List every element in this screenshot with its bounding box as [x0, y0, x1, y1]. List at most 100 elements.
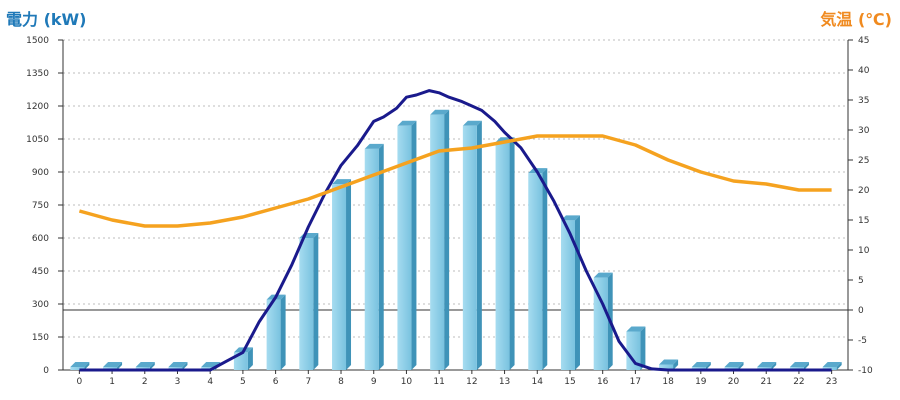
bar-front [560, 220, 575, 370]
bar-top [789, 362, 809, 367]
x-tick-label: 19 [695, 377, 707, 387]
bar-side [836, 362, 842, 370]
x-tick-label: 21 [761, 377, 772, 387]
bar-top [659, 359, 679, 365]
x-tick-label: 0 [76, 377, 82, 387]
bar-side [738, 362, 744, 370]
bar-side [378, 143, 384, 370]
bar [626, 326, 646, 370]
bar-top [626, 326, 646, 332]
right-tick-label: 40 [858, 66, 870, 76]
right-tick-label: 35 [858, 96, 869, 106]
right-tick-label: 5 [858, 276, 864, 286]
x-tick-label: 15 [564, 377, 575, 387]
x-tick-label: 2 [142, 377, 148, 387]
right-tick-label: 25 [858, 156, 869, 166]
bar [560, 215, 580, 370]
x-tick-label: 6 [273, 377, 279, 387]
x-tick-label: 8 [338, 377, 344, 387]
bar-side [476, 120, 482, 370]
bar [430, 109, 450, 371]
bar-side [313, 233, 319, 370]
x-tick-label: 17 [630, 377, 641, 387]
bar-front [364, 148, 379, 370]
bar [332, 179, 352, 370]
right-tick-label: 0 [858, 306, 864, 316]
bar-top [560, 215, 580, 221]
right-tick-label: -10 [858, 366, 873, 376]
bar [397, 120, 417, 370]
bar-top [724, 362, 744, 367]
right-tick-label: -5 [858, 336, 867, 346]
tick-labels: 01503004506007509001050120013501500-10-5… [26, 36, 873, 387]
bar-side [117, 362, 123, 370]
right-tick-label: 20 [858, 186, 870, 196]
bar-side [640, 326, 646, 370]
grid-lines [63, 39, 848, 338]
bar-top [332, 179, 352, 185]
right-axis-title: 気温 (℃) [820, 10, 892, 29]
bar-top [822, 362, 842, 367]
left-tick-label: 300 [32, 300, 49, 310]
x-tick-label: 9 [371, 377, 377, 387]
bar-side [444, 109, 450, 371]
bar-top [103, 362, 123, 367]
bar-top [430, 109, 450, 115]
x-tick-label: 18 [662, 377, 674, 387]
bar-front [70, 367, 85, 370]
bar [266, 294, 286, 370]
x-tick-label: 3 [175, 377, 181, 387]
x-tick-label: 5 [240, 377, 246, 387]
bar-side [509, 137, 515, 370]
bar-front [462, 125, 477, 370]
left-axis-title: 電力 (kW) [6, 10, 87, 29]
bar-front [626, 331, 641, 370]
x-tick-label: 11 [433, 377, 444, 387]
left-tick-label: 0 [43, 366, 49, 376]
x-tick-label: 4 [207, 377, 213, 387]
bar [528, 168, 548, 370]
x-tick-label: 23 [826, 377, 837, 387]
bar-front [397, 125, 412, 370]
left-tick-label: 150 [32, 333, 49, 343]
bar-side [771, 362, 777, 370]
right-tick-label: 10 [858, 246, 870, 256]
bar-top [397, 120, 417, 126]
x-tick-label: 13 [499, 377, 510, 387]
right-tick-label: 15 [858, 216, 869, 226]
bar-top [168, 362, 188, 367]
x-tick-label: 16 [597, 377, 609, 387]
bar-series [70, 109, 842, 371]
bar [70, 362, 90, 370]
line-series [78, 89, 832, 372]
x-tick-label: 12 [466, 377, 477, 387]
bar-side [574, 215, 580, 370]
bar-side [149, 362, 155, 370]
x-tick-label: 22 [793, 377, 804, 387]
bar-top [593, 272, 613, 278]
bar [659, 359, 679, 370]
bar-top [135, 362, 155, 367]
bar-side [673, 359, 679, 370]
right-tick-label: 45 [858, 36, 869, 46]
bar-side [346, 179, 352, 370]
bar-top [364, 143, 384, 149]
bar-front [332, 184, 347, 370]
bar-front [528, 173, 543, 370]
bar-front [266, 299, 281, 370]
bar-side [280, 294, 286, 370]
bar [299, 233, 319, 370]
bar-side [182, 362, 188, 370]
right-tick-label: 30 [858, 126, 870, 136]
bar-front [299, 238, 314, 370]
bar-top [691, 362, 711, 367]
bar-front [430, 114, 445, 370]
power-generation-line [79, 89, 832, 372]
x-tick-label: 20 [728, 377, 740, 387]
left-tick-label: 600 [32, 234, 49, 244]
bar-front [593, 277, 608, 370]
bar-front [495, 142, 510, 370]
bar-side [84, 362, 90, 370]
left-tick-label: 1500 [26, 36, 49, 46]
